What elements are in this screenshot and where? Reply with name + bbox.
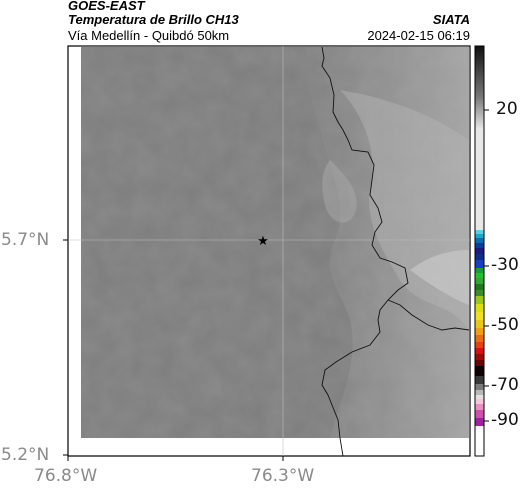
product-title: Temperatura de Brillo CH13 (68, 12, 239, 27)
y-tick-label: 5.7°N (1, 230, 50, 250)
colorbar-tick-label: -30 (491, 255, 519, 275)
department-border-east (387, 299, 470, 331)
colorbar-tick-label: -50 (491, 315, 519, 335)
colorbar (474, 45, 489, 457)
brand-label: SIATA (432, 12, 470, 27)
colorbar-tick-label: -70 (491, 375, 519, 395)
satellite-title: GOES-EAST (68, 0, 145, 13)
x-tick-label: 76.8°W (34, 466, 98, 486)
department-border (321, 46, 409, 457)
datetime-label: 2024-02-15 06:19 (367, 28, 470, 43)
star-marker: ★ (257, 234, 269, 249)
x-tick-label: 76.3°W (251, 466, 315, 486)
region-subtitle: Vía Medellín - Quibdó 50km (68, 28, 230, 43)
colorbar-tick-label: 20 (496, 99, 518, 119)
colorbar-tick-label: -90 (491, 410, 519, 430)
brightness-temperature-field (81, 47, 469, 438)
y-tick-label: 5.2°N (1, 445, 50, 465)
